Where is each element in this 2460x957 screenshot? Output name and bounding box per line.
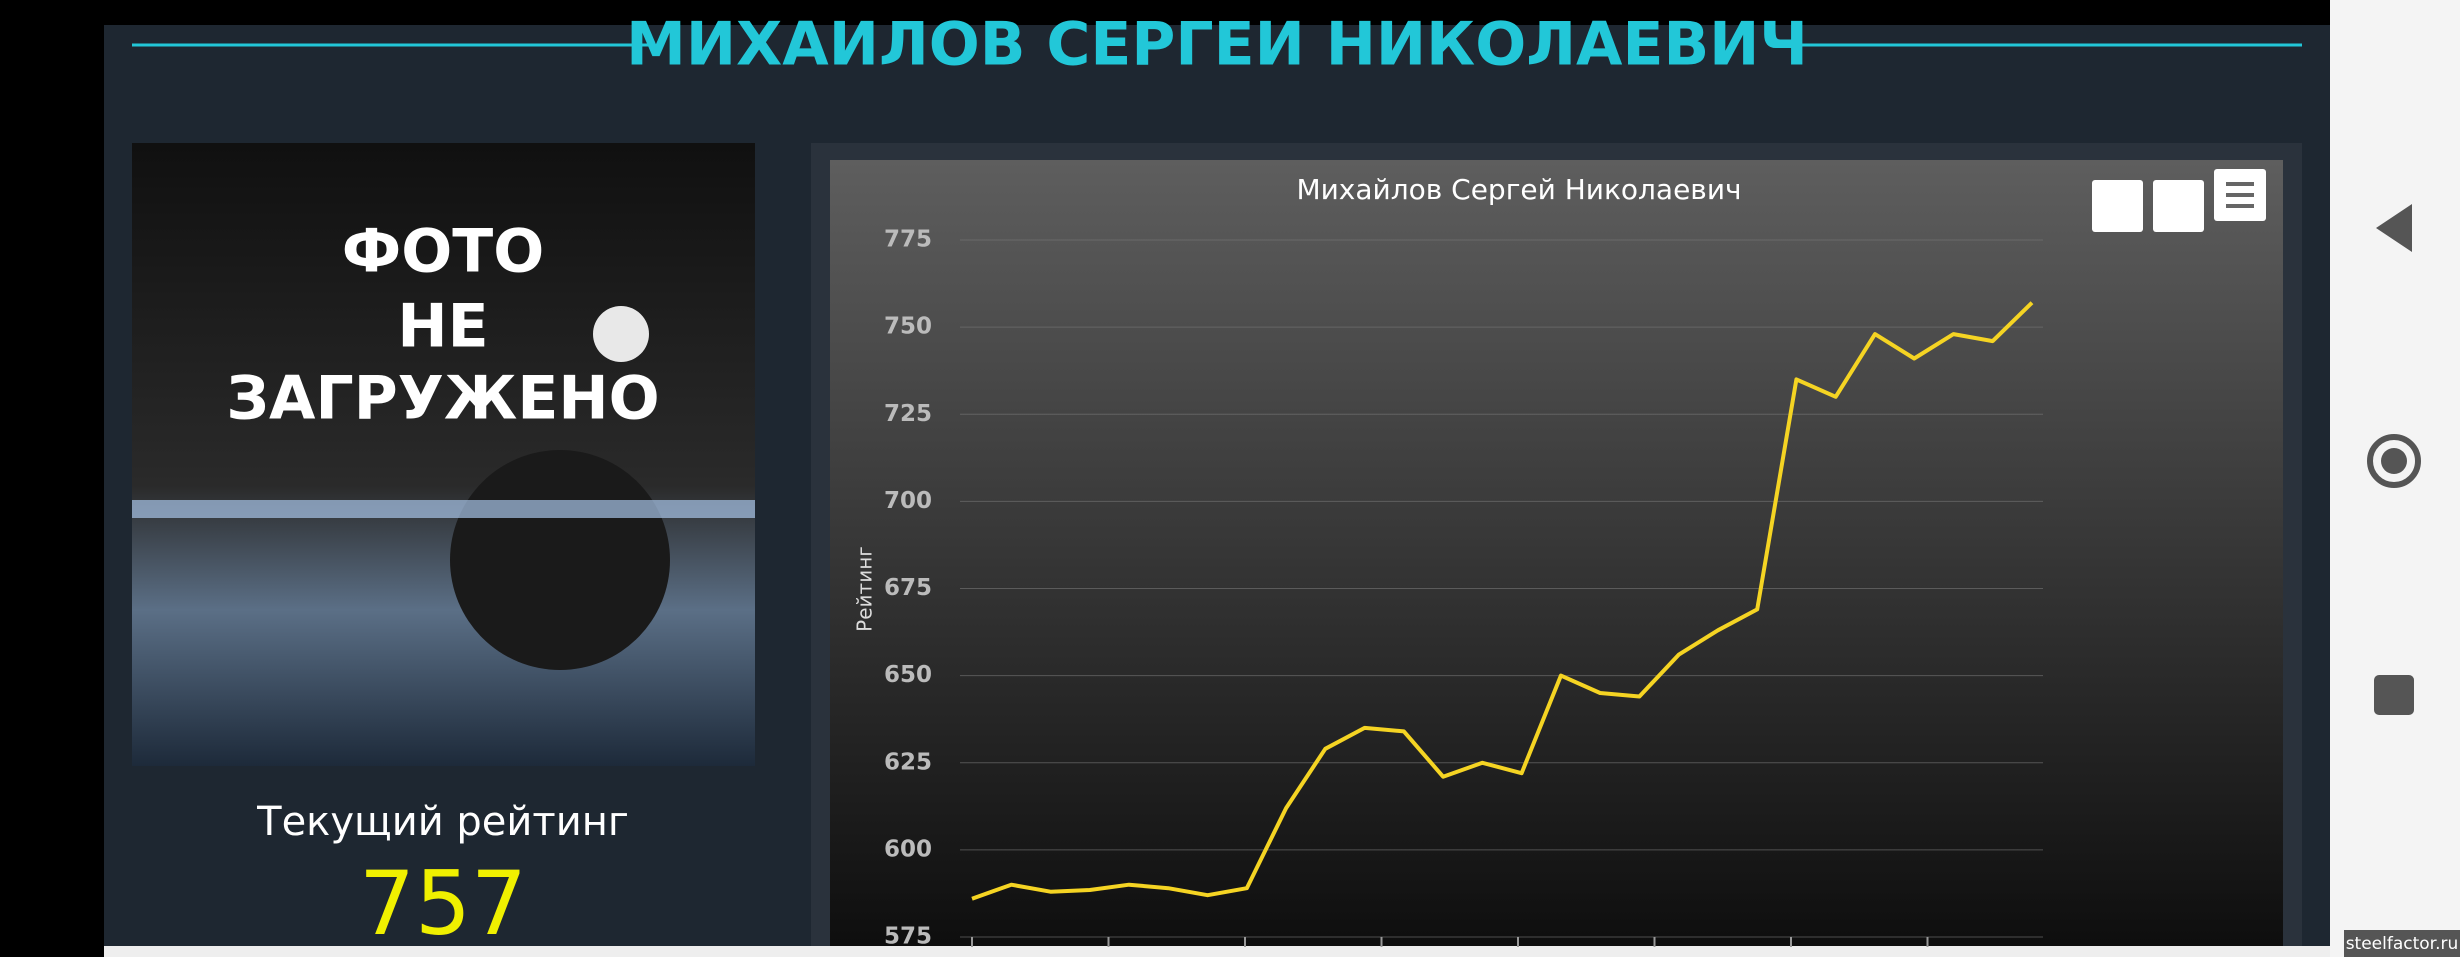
chart-title: Михайлов Сергей Николаевич <box>1296 173 1741 206</box>
bottom-strip <box>104 946 2330 957</box>
watermark-bg <box>2344 930 2460 957</box>
photo-text: ФОТО <box>342 217 544 287</box>
photo-placeholder <box>132 143 755 766</box>
chart-button[interactable] <box>2092 180 2143 232</box>
photo-text: НЕ <box>397 292 488 362</box>
photo-ball <box>593 306 649 362</box>
y-tick-label: 650 <box>884 662 932 688</box>
y-tick-label: 700 <box>884 488 932 514</box>
rating-value: 757 <box>359 852 527 955</box>
y-tick-label: 775 <box>884 227 932 253</box>
y-tick-label: 625 <box>884 749 932 775</box>
y-tick-label: 750 <box>884 314 932 340</box>
photo-net <box>132 500 755 518</box>
nav-home-dot <box>2381 448 2407 474</box>
y-tick-label: 725 <box>884 401 932 427</box>
chart-menu-button[interactable] <box>2214 169 2266 221</box>
nav-bar <box>2330 0 2460 957</box>
y-tick-label: 600 <box>884 836 932 862</box>
data-line <box>971 301 2034 901</box>
y-axis-label: Рейтинг <box>853 546 877 632</box>
page-title: МИХАИЛОВ СЕРГЕИ НИКОЛАЕВИЧ <box>626 10 1808 80</box>
photo-text: ЗАГРУЖЕНО <box>226 364 659 434</box>
plot: 575 600 625 650 675 700 725 750 775 <box>884 227 2043 950</box>
photo-paddle <box>450 450 670 670</box>
nav-recent[interactable] <box>2374 675 2414 715</box>
y-tick-label: 675 <box>884 575 932 601</box>
nav-home[interactable] <box>2367 434 2421 488</box>
watermark: steelfactor.ru <box>2346 934 2459 954</box>
menu-icon <box>2226 182 2254 208</box>
y-tick-label: 575 <box>884 924 932 950</box>
nav-back[interactable] <box>2376 204 2412 252</box>
chart-area <box>830 160 2283 946</box>
chart-button[interactable] <box>2153 180 2204 232</box>
rating-label: Текущий рейтинг <box>256 799 629 845</box>
